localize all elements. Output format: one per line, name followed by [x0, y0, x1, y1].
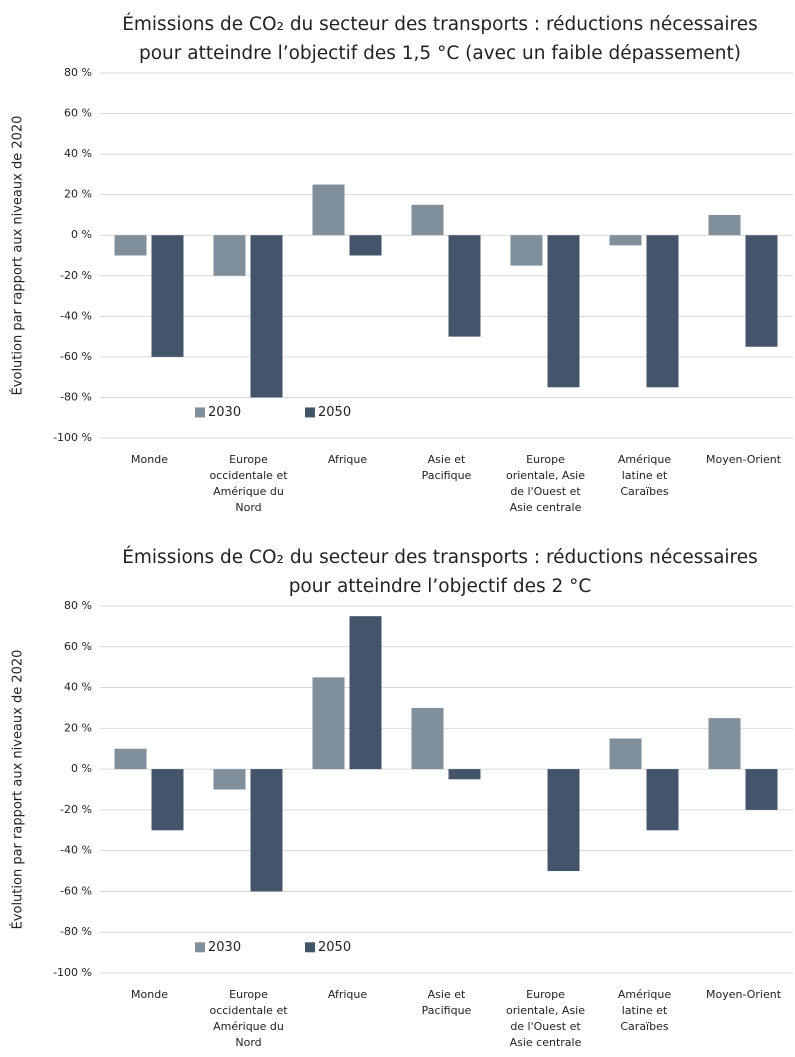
x-tick-label: Asie centrale: [510, 501, 582, 514]
legend-label: 2050: [318, 940, 351, 955]
x-tick-label: Monde: [131, 988, 168, 1001]
x-tick-label: Asie centrale: [510, 1036, 582, 1049]
chart-title: pour atteindre l’objectif des 2 °C: [289, 576, 592, 597]
x-tick-label: Pacifique: [422, 469, 472, 482]
x-tick-label: de l'Ouest et: [510, 1020, 581, 1033]
bar: [708, 718, 741, 770]
bar: [213, 769, 246, 790]
bar: [114, 235, 147, 256]
x-tick-label: orientale, Asie: [506, 469, 585, 482]
y-tick-label: -60 %: [60, 884, 92, 897]
x-tick-label: Europe: [229, 453, 268, 466]
bar: [151, 769, 184, 831]
x-tick-label: Amérique: [618, 453, 672, 466]
x-tick-label: latine et: [622, 1004, 668, 1017]
x-tick-label: Amérique du: [213, 1020, 284, 1033]
x-tick-label: Afrique: [328, 988, 368, 1001]
bar: [646, 769, 679, 831]
x-tick-label: Amérique: [618, 988, 672, 1001]
bar: [547, 769, 580, 872]
legend-label: 2050: [318, 405, 351, 420]
x-tick-label: Caraïbes: [620, 485, 668, 498]
legend-swatch: [195, 942, 205, 953]
x-tick-label: Moyen-Orient: [706, 988, 782, 1001]
x-tick-label: orientale, Asie: [506, 1004, 585, 1017]
bar: [609, 738, 642, 770]
chart-title: Émissions de CO₂ du secteur des transpor…: [122, 13, 758, 35]
x-tick-label: Moyen-Orient: [706, 453, 782, 466]
x-tick-label: Asie et: [428, 453, 466, 466]
x-tick-label: Afrique: [328, 453, 368, 466]
chart-title: Émissions de CO₂ du secteur des transpor…: [122, 546, 758, 568]
y-tick-label: 60 %: [64, 640, 92, 653]
chart-title: pour atteindre l’objectif des 1,5 °C (av…: [139, 43, 741, 64]
bar: [151, 235, 184, 357]
bar: [745, 235, 778, 347]
y-tick-label: 80 %: [64, 599, 92, 612]
bar: [609, 235, 642, 246]
x-tick-label: Asie et: [428, 988, 466, 1001]
bar: [114, 748, 147, 770]
bar: [411, 204, 444, 236]
legend-swatch: [195, 407, 205, 418]
bar: [349, 616, 382, 770]
y-tick-label: 40 %: [64, 681, 92, 694]
y-tick-label: 20 %: [64, 188, 92, 201]
y-tick-label: 0 %: [71, 228, 92, 241]
legend-label: 2030: [208, 940, 241, 955]
y-axis-label: Évolution par rapport aux niveaux de 202…: [10, 116, 26, 396]
y-tick-label: -40 %: [60, 309, 92, 322]
x-tick-label: Nord: [235, 501, 261, 514]
x-tick-label: de l'Ouest et: [510, 485, 581, 498]
bar: [547, 235, 580, 388]
y-tick-label: -80 %: [60, 925, 92, 938]
y-tick-label: -40 %: [60, 844, 92, 857]
bar: [708, 214, 741, 236]
bar: [312, 677, 345, 770]
bar: [745, 769, 778, 810]
y-tick-label: -100 %: [53, 431, 92, 444]
bar: [448, 235, 481, 337]
y-tick-label: 40 %: [64, 147, 92, 160]
bar: [312, 184, 345, 236]
y-tick-label: 60 %: [64, 107, 92, 120]
x-tick-label: latine et: [622, 469, 668, 482]
bar: [646, 235, 679, 388]
bar: [250, 769, 283, 892]
x-tick-label: occidentale et: [209, 469, 288, 482]
x-tick-label: Monde: [131, 453, 168, 466]
y-tick-label: 20 %: [64, 721, 92, 734]
y-tick-label: -100 %: [53, 966, 92, 979]
y-axis-label: Évolution par rapport aux niveaux de 202…: [10, 650, 26, 930]
bar: [448, 769, 481, 780]
x-tick-label: Pacifique: [422, 1004, 472, 1017]
y-tick-label: -80 %: [60, 390, 92, 403]
x-tick-label: Amérique du: [213, 485, 284, 498]
y-tick-label: 80 %: [64, 66, 92, 79]
bar: [250, 235, 283, 398]
bar: [510, 235, 543, 266]
legend-swatch: [305, 942, 315, 953]
legend-swatch: [305, 407, 315, 418]
x-tick-label: Europe: [229, 988, 268, 1001]
x-tick-label: Caraïbes: [620, 1020, 668, 1033]
x-tick-label: occidentale et: [209, 1004, 288, 1017]
x-tick-label: Nord: [235, 1036, 261, 1049]
x-tick-label: Europe: [526, 453, 565, 466]
y-tick-label: -20 %: [60, 803, 92, 816]
bar: [411, 707, 444, 770]
legend-label: 2030: [208, 405, 241, 420]
bar: [349, 235, 382, 256]
x-tick-label: Europe: [526, 988, 565, 1001]
y-tick-label: 0 %: [71, 762, 92, 775]
y-tick-label: -20 %: [60, 269, 92, 282]
bar: [213, 235, 246, 276]
y-tick-label: -60 %: [60, 350, 92, 363]
